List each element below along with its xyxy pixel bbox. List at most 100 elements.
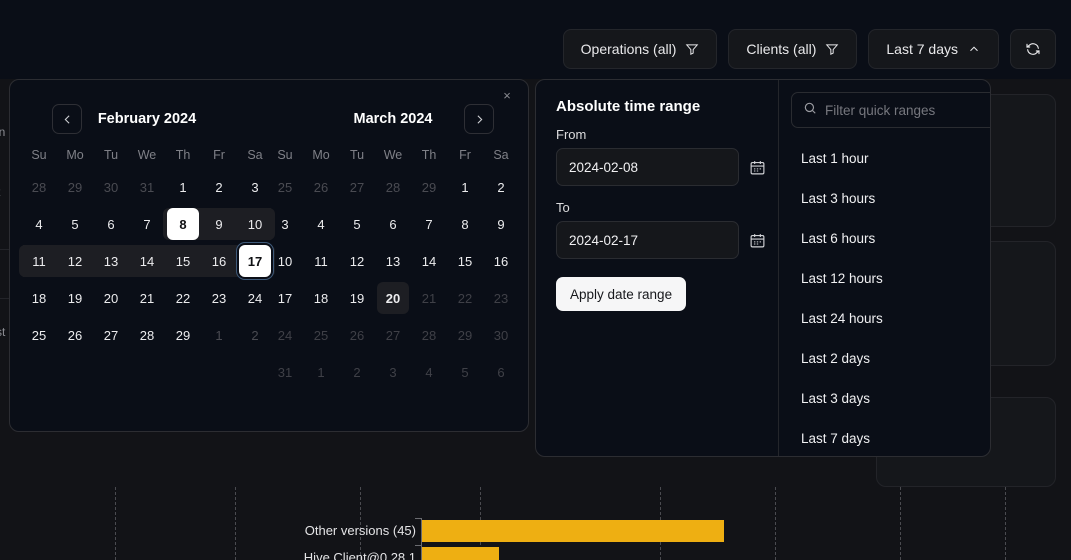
refresh-icon bbox=[1025, 41, 1041, 57]
quick-range-item[interactable]: Last 2 days bbox=[801, 350, 871, 366]
calendar-weekday-mo: Mo bbox=[66, 148, 84, 162]
calendar-day[interactable]: 28 bbox=[385, 179, 401, 195]
calendar-day[interactable]: 2 bbox=[251, 327, 259, 343]
calendar-day[interactable]: 26 bbox=[67, 327, 83, 343]
calendar-day[interactable]: 8 bbox=[461, 216, 469, 232]
calendar-day: 21 bbox=[421, 290, 437, 306]
calendar-day[interactable]: 19 bbox=[67, 290, 83, 306]
calendar-next-month-button[interactable] bbox=[464, 104, 494, 134]
close-icon[interactable]: × bbox=[503, 87, 511, 103]
calendar-day[interactable]: 10 bbox=[277, 253, 293, 269]
calendar-icon[interactable] bbox=[749, 232, 766, 249]
calendar-day[interactable]: 22 bbox=[175, 290, 191, 306]
to-input[interactable] bbox=[556, 221, 739, 259]
apply-date-range-button[interactable]: Apply date range bbox=[556, 277, 687, 311]
calendar-day: 29 bbox=[457, 327, 473, 343]
chart-bar-label: Hive Client@0.28.1 bbox=[303, 550, 416, 560]
calendar-day[interactable]: 18 bbox=[313, 290, 329, 306]
calendar-day: 1 bbox=[317, 364, 325, 380]
versions-bar-chart: Other versions (45) Hive Client@0.28.1 bbox=[0, 487, 1071, 560]
calendar-weekday-sa: Sa bbox=[493, 148, 509, 162]
calendar-day[interactable]: 8 bbox=[167, 208, 199, 240]
refresh-button[interactable] bbox=[1010, 29, 1056, 69]
from-input[interactable] bbox=[556, 148, 739, 186]
calendar-day[interactable]: 29 bbox=[421, 179, 437, 195]
calendar-day[interactable]: 3 bbox=[251, 179, 259, 195]
calendar-day[interactable]: 16 bbox=[493, 253, 509, 269]
calendar-week-row: 24 25 26 27 28 29 30 bbox=[270, 319, 516, 351]
calendar-day[interactable]: 14 bbox=[421, 253, 437, 269]
calendar-day[interactable]: 4 bbox=[35, 216, 43, 232]
toolbar: Operations (all) Clients (all) Last 7 da… bbox=[562, 29, 1056, 69]
calendar-day[interactable]: 29 bbox=[175, 327, 191, 343]
quick-range-item[interactable]: Last 12 hours bbox=[801, 270, 883, 286]
calendar-weekday-su: Su bbox=[31, 148, 47, 162]
calendar-week-row: 28 29 30 31 1 2 3 bbox=[24, 171, 270, 203]
calendar-day[interactable]: 13 bbox=[95, 245, 127, 277]
quick-range-item[interactable]: Last 1 hour bbox=[801, 150, 869, 166]
calendar-day[interactable]: 25 bbox=[277, 179, 293, 195]
calendar-day[interactable]: 13 bbox=[385, 253, 401, 269]
operations-filter-button[interactable]: Operations (all) bbox=[562, 29, 718, 69]
clients-filter-button[interactable]: Clients (all) bbox=[728, 29, 858, 69]
calendar-day[interactable]: 17 bbox=[277, 290, 293, 306]
calendar-day[interactable]: 21 bbox=[139, 290, 155, 306]
calendar-day[interactable]: 6 bbox=[107, 216, 115, 232]
quick-range-item[interactable]: Last 3 days bbox=[801, 390, 871, 406]
calendar-day[interactable]: 31 bbox=[139, 179, 155, 195]
calendar-day[interactable]: 12 bbox=[349, 253, 365, 269]
quick-ranges-filter-input[interactable] bbox=[825, 102, 990, 118]
calendar-day[interactable]: 20 bbox=[103, 290, 119, 306]
calendar-day[interactable]: 11 bbox=[314, 253, 328, 269]
calendar-day[interactable]: 7 bbox=[425, 216, 433, 232]
calendar-day[interactable]: 28 bbox=[31, 179, 47, 195]
quick-range-item[interactable]: Last 3 hours bbox=[801, 190, 876, 206]
filter-icon bbox=[825, 42, 839, 56]
calendar-day[interactable]: 12 bbox=[59, 245, 91, 277]
calendar-day[interactable]: 11 bbox=[23, 245, 55, 277]
calendar-day[interactable]: 17 bbox=[239, 245, 271, 277]
time-range-button[interactable]: Last 7 days bbox=[868, 29, 999, 69]
calendar-day[interactable]: 19 bbox=[349, 290, 365, 306]
calendar-day[interactable]: 1 bbox=[215, 327, 223, 343]
time-range-label: Last 7 days bbox=[886, 41, 958, 57]
calendar-day[interactable]: 15 bbox=[457, 253, 473, 269]
calendar-day[interactable]: 14 bbox=[131, 245, 163, 277]
calendar-day[interactable]: 23 bbox=[211, 290, 227, 306]
quick-range-item[interactable]: Last 7 days bbox=[801, 430, 871, 446]
calendar-day[interactable]: 9 bbox=[203, 208, 235, 240]
quick-ranges-filter-box[interactable] bbox=[791, 92, 990, 128]
calendar-day[interactable]: 10 bbox=[239, 208, 271, 240]
calendar-day[interactable]: 7 bbox=[143, 216, 151, 232]
calendar-day[interactable]: 1 bbox=[461, 179, 469, 195]
quick-range-item[interactable]: Last 6 hours bbox=[801, 230, 876, 246]
quick-range-item[interactable]: Last 24 hours bbox=[801, 310, 883, 326]
calendar-day[interactable]: 26 bbox=[313, 179, 329, 195]
calendar-day[interactable]: 30 bbox=[103, 179, 119, 195]
calendar-day[interactable]: 27 bbox=[103, 327, 119, 343]
calendar-prev-month-button[interactable] bbox=[52, 104, 82, 134]
calendar-day[interactable]: 16 bbox=[203, 245, 235, 277]
calendar-day[interactable]: 5 bbox=[71, 216, 79, 232]
calendar-day[interactable]: 6 bbox=[389, 216, 397, 232]
calendar-day[interactable]: 1 bbox=[179, 179, 187, 195]
calendar-day[interactable]: 28 bbox=[139, 327, 155, 343]
calendar-day[interactable]: 25 bbox=[31, 327, 47, 343]
calendar-day[interactable]: 9 bbox=[497, 216, 505, 232]
calendar-day[interactable]: 4 bbox=[317, 216, 325, 232]
calendar-day[interactable]: 20 bbox=[377, 282, 409, 314]
calendar-day[interactable]: 2 bbox=[497, 179, 505, 195]
calendar-day[interactable]: 2 bbox=[215, 179, 223, 195]
calendar-day[interactable]: 18 bbox=[31, 290, 47, 306]
from-label: From bbox=[556, 127, 587, 142]
calendar-day[interactable]: 3 bbox=[281, 216, 289, 232]
calendar-day[interactable]: 15 bbox=[167, 245, 199, 277]
calendar-day[interactable]: 29 bbox=[67, 179, 83, 195]
calendar-day[interactable]: 24 bbox=[247, 290, 263, 306]
calendar-weekday-we: We bbox=[137, 148, 157, 162]
calendar-icon[interactable] bbox=[749, 159, 766, 176]
calendar-day: 30 bbox=[493, 327, 509, 343]
calendar-day[interactable]: 5 bbox=[353, 216, 361, 232]
calendar-day[interactable]: 27 bbox=[349, 179, 365, 195]
